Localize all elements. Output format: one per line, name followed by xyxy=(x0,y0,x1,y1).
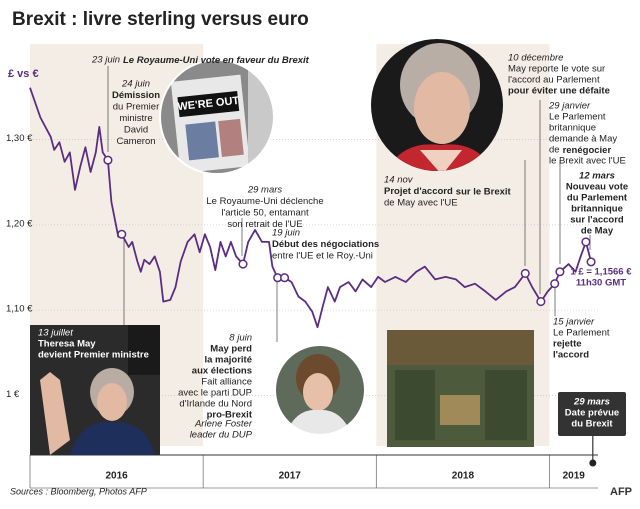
annotation-text: renégocier xyxy=(563,145,612,156)
annotation-text: l'accord xyxy=(553,350,589,361)
annotation-text: entre l'UE et le Roy.-Uni xyxy=(272,251,373,262)
y-tick-label: 1,30 € xyxy=(6,133,33,144)
annotation-text: l'article 50, entamant xyxy=(221,208,309,219)
event-marker xyxy=(520,268,530,279)
photo-frame xyxy=(274,344,366,436)
annotation-text: 15 janvier xyxy=(553,317,595,328)
annotation-text: Le Royaume-Uni déclenche xyxy=(206,196,323,207)
photos: WE'RE OUT xyxy=(30,39,534,455)
annotation-text: Theresa May xyxy=(38,339,96,350)
annotation-text: Fait alliance xyxy=(201,377,252,388)
plot xyxy=(29,66,626,467)
annotation-text: de May xyxy=(581,226,614,237)
annotation-text: pro-Brexit xyxy=(207,410,253,421)
annotation-text: d'Irlande du Nord xyxy=(179,399,252,410)
annotation-text: Début des négociations xyxy=(272,239,379,250)
event-marker xyxy=(586,257,596,267)
event-marker xyxy=(103,155,113,165)
annotation-text: Cameron xyxy=(116,136,155,147)
annotation-text: son retrait de l'UE xyxy=(227,219,302,230)
annotation-text: May perd xyxy=(210,344,252,355)
annotation-text: Le Parlement xyxy=(553,328,610,339)
y-axis-label: £ vs € xyxy=(8,68,39,80)
annotation-text: Date prévue xyxy=(565,408,619,419)
event-marker xyxy=(280,273,290,283)
annotation-text: David xyxy=(124,125,148,136)
annotation-text: 29 janvier xyxy=(548,101,591,112)
annotation-text: devient Premier ministre xyxy=(38,350,149,361)
annotation-text: 8 juin xyxy=(229,333,252,344)
event-marker xyxy=(581,237,591,247)
annotation-text: aux élections xyxy=(192,366,252,377)
annotation-text: du Parlement xyxy=(567,193,628,204)
annotation-text: britannique xyxy=(571,204,623,215)
annotation-text: pour éviter une défaite xyxy=(508,86,610,97)
annotation-text: sur le Brexit xyxy=(456,186,512,197)
annotation-text: 29 mars xyxy=(573,397,610,408)
annotation-text: leader du DUP xyxy=(190,430,253,441)
annotation-text: du Premier xyxy=(113,102,159,113)
annotation-text: 12 mars xyxy=(579,171,615,182)
photo-frame xyxy=(159,59,275,175)
annotation-text: 14 nov xyxy=(384,175,414,186)
annotation-text: Démission xyxy=(112,90,160,101)
annotation-text: Le Parlement xyxy=(549,112,606,123)
annotation-text: la majorité xyxy=(204,355,252,366)
annotation-text: avec le parti DUP xyxy=(178,388,252,399)
annotation-text: 29 mars xyxy=(247,185,283,196)
x-tick-label: 2016 xyxy=(105,471,128,482)
may-rect-photo xyxy=(30,325,160,455)
annotation-text: rejette xyxy=(553,339,582,350)
annotation-text: ministre xyxy=(119,113,152,124)
event-marker xyxy=(238,259,248,269)
annotation-text: 23 juin Le Royaume-Uni vote en faveur du … xyxy=(91,55,310,66)
annotation-text: 13 juillet xyxy=(38,328,73,339)
annotations: 23 juin Le Royaume-Uni vote en faveur du … xyxy=(38,53,632,441)
annotation-text: 11h30 GMT xyxy=(576,278,626,289)
x-tick-label: 2018 xyxy=(452,471,475,482)
annotation-text: l'accord au Parlement xyxy=(508,75,600,86)
annotation-text: sur l'accord xyxy=(570,215,624,226)
event-marker xyxy=(117,229,127,239)
logo: AFP xyxy=(610,486,632,498)
parliament-photo xyxy=(387,330,534,447)
event-marker xyxy=(555,267,565,277)
annotation-text: 1 £ = 1,1566 € xyxy=(570,267,632,278)
annotation-text: 10 décembre xyxy=(508,53,563,64)
annotation-text: May reporte le vote sur xyxy=(508,64,605,75)
y-tick-label: 1 € xyxy=(6,389,20,400)
annotation-text: britannique xyxy=(549,123,596,134)
annotation-text: le Brexit avec l'UE xyxy=(549,156,626,167)
annotation-text: de May avec l'UE xyxy=(384,198,458,209)
annotation-text: demande à May xyxy=(549,134,617,145)
annotation-text: 24 juin xyxy=(121,79,150,90)
x-tick-label: 2017 xyxy=(279,471,302,482)
annotation-text: Nouveau vote xyxy=(566,182,628,193)
annotation-text: Arlene Foster xyxy=(194,419,253,430)
annotation-text: 19 juin xyxy=(272,228,300,239)
chart-title: Brexit : livre sterling versus euro xyxy=(12,9,309,30)
annotation-text: de renégocier xyxy=(549,145,611,156)
annotation-text: Le Royaume-Uni vote en faveur du Brexit xyxy=(123,55,310,66)
brexit-box xyxy=(558,392,626,436)
x-tick-label: 2019 xyxy=(563,471,586,482)
y-tick-label: 1,20 € xyxy=(6,218,33,229)
annotation-text: Projet d'accord sur le Brexit xyxy=(384,186,512,197)
event-marker xyxy=(550,279,560,289)
event-marker xyxy=(536,297,546,307)
foster-photo xyxy=(275,345,365,435)
source: Sources : Bloomberg, Photos AFP xyxy=(10,486,147,496)
annotation-text: du Brexit xyxy=(571,419,613,430)
y-tick-label: 1,10 € xyxy=(6,304,33,315)
fx-line xyxy=(29,87,592,329)
brexit-dot xyxy=(589,459,597,467)
